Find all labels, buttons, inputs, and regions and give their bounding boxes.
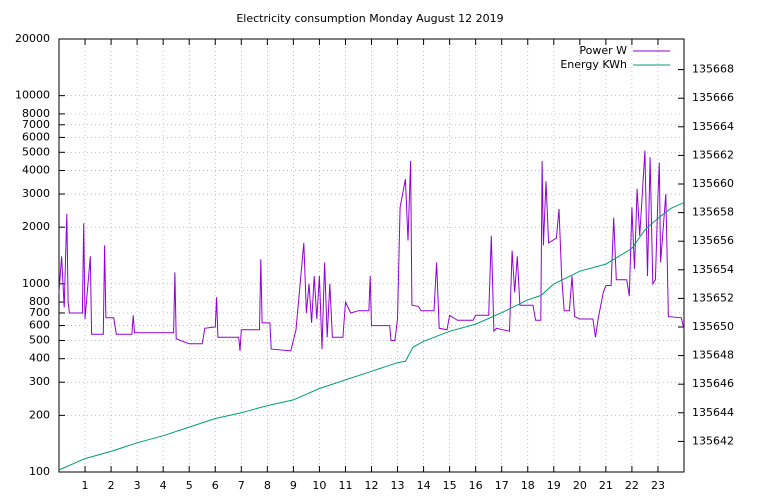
x-tick-label: 16 (469, 479, 483, 492)
x-tick-label: 17 (495, 479, 509, 492)
x-tick-label: 23 (651, 479, 665, 492)
y-tick-label: 800 (29, 295, 50, 308)
x-tick-label: 1 (82, 479, 89, 492)
y-tick-label: 400 (29, 352, 50, 365)
x-tick-label: 21 (599, 479, 613, 492)
y-tick-label: 100 (29, 465, 50, 478)
x-tick-label: 15 (443, 479, 457, 492)
x-tick-label: 9 (290, 479, 297, 492)
chart-title: Electricity consumption Monday August 12… (236, 12, 503, 25)
x-tick-label: 2 (108, 479, 115, 492)
x-tick-label: 22 (625, 479, 639, 492)
x-tick-label: 7 (238, 479, 245, 492)
y2-tick-label: 135658 (692, 206, 734, 219)
x-tick-label: 5 (186, 479, 193, 492)
y2-tick-label: 135646 (692, 377, 734, 390)
x-tick-label: 11 (338, 479, 352, 492)
y-tick-label: 600 (29, 319, 50, 332)
x-tick-label: 10 (312, 479, 326, 492)
y-tick-label: 700 (29, 306, 50, 319)
y-tick-label: 4000 (22, 164, 50, 177)
x-tick-label: 13 (391, 479, 405, 492)
y-tick-label: 300 (29, 375, 50, 388)
x-tick-label: 6 (212, 479, 219, 492)
x-tick-label: 20 (573, 479, 587, 492)
y2-tick-label: 135652 (692, 291, 734, 304)
y-tick-label: 10000 (15, 89, 50, 102)
x-tick-label: 3 (134, 479, 141, 492)
y-tick-label: 3000 (22, 187, 50, 200)
y2-tick-label: 135660 (692, 177, 734, 190)
y-tick-label: 20000 (15, 32, 50, 45)
y2-tick-label: 135654 (692, 263, 734, 276)
y2-tick-label: 135664 (692, 120, 734, 133)
y-tick-label: 1000 (22, 277, 50, 290)
legend-label: Power W (579, 44, 627, 57)
plot-frame (58, 38, 685, 473)
legend-label: Energy KWh (560, 58, 627, 71)
y2-tick-label: 135642 (692, 434, 734, 447)
series-line (58, 202, 685, 471)
series-line (58, 150, 685, 352)
y2-tick-label: 135650 (692, 320, 734, 333)
y2-tick-label: 135662 (692, 148, 734, 161)
y2-tick-label: 135644 (692, 406, 734, 419)
y-tick-label: 500 (29, 333, 50, 346)
y2-tick-label: 135666 (692, 91, 734, 104)
y-tick-label: 200 (29, 408, 50, 421)
x-tick-label: 18 (521, 479, 535, 492)
y-tick-label: 5000 (22, 145, 50, 158)
y-tick-label: 8000 (22, 107, 50, 120)
x-tick-label: 19 (547, 479, 561, 492)
y2-tick-label: 135648 (692, 349, 734, 362)
y2-tick-label: 135656 (692, 234, 734, 247)
y2-tick-label: 135668 (692, 63, 734, 76)
x-tick-label: 8 (264, 479, 271, 492)
y-tick-label: 6000 (22, 130, 50, 143)
y-tick-label: 7000 (22, 118, 50, 131)
x-tick-label: 12 (365, 479, 379, 492)
y-tick-label: 2000 (22, 220, 50, 233)
x-tick-label: 4 (160, 479, 167, 492)
x-tick-label: 14 (417, 479, 431, 492)
